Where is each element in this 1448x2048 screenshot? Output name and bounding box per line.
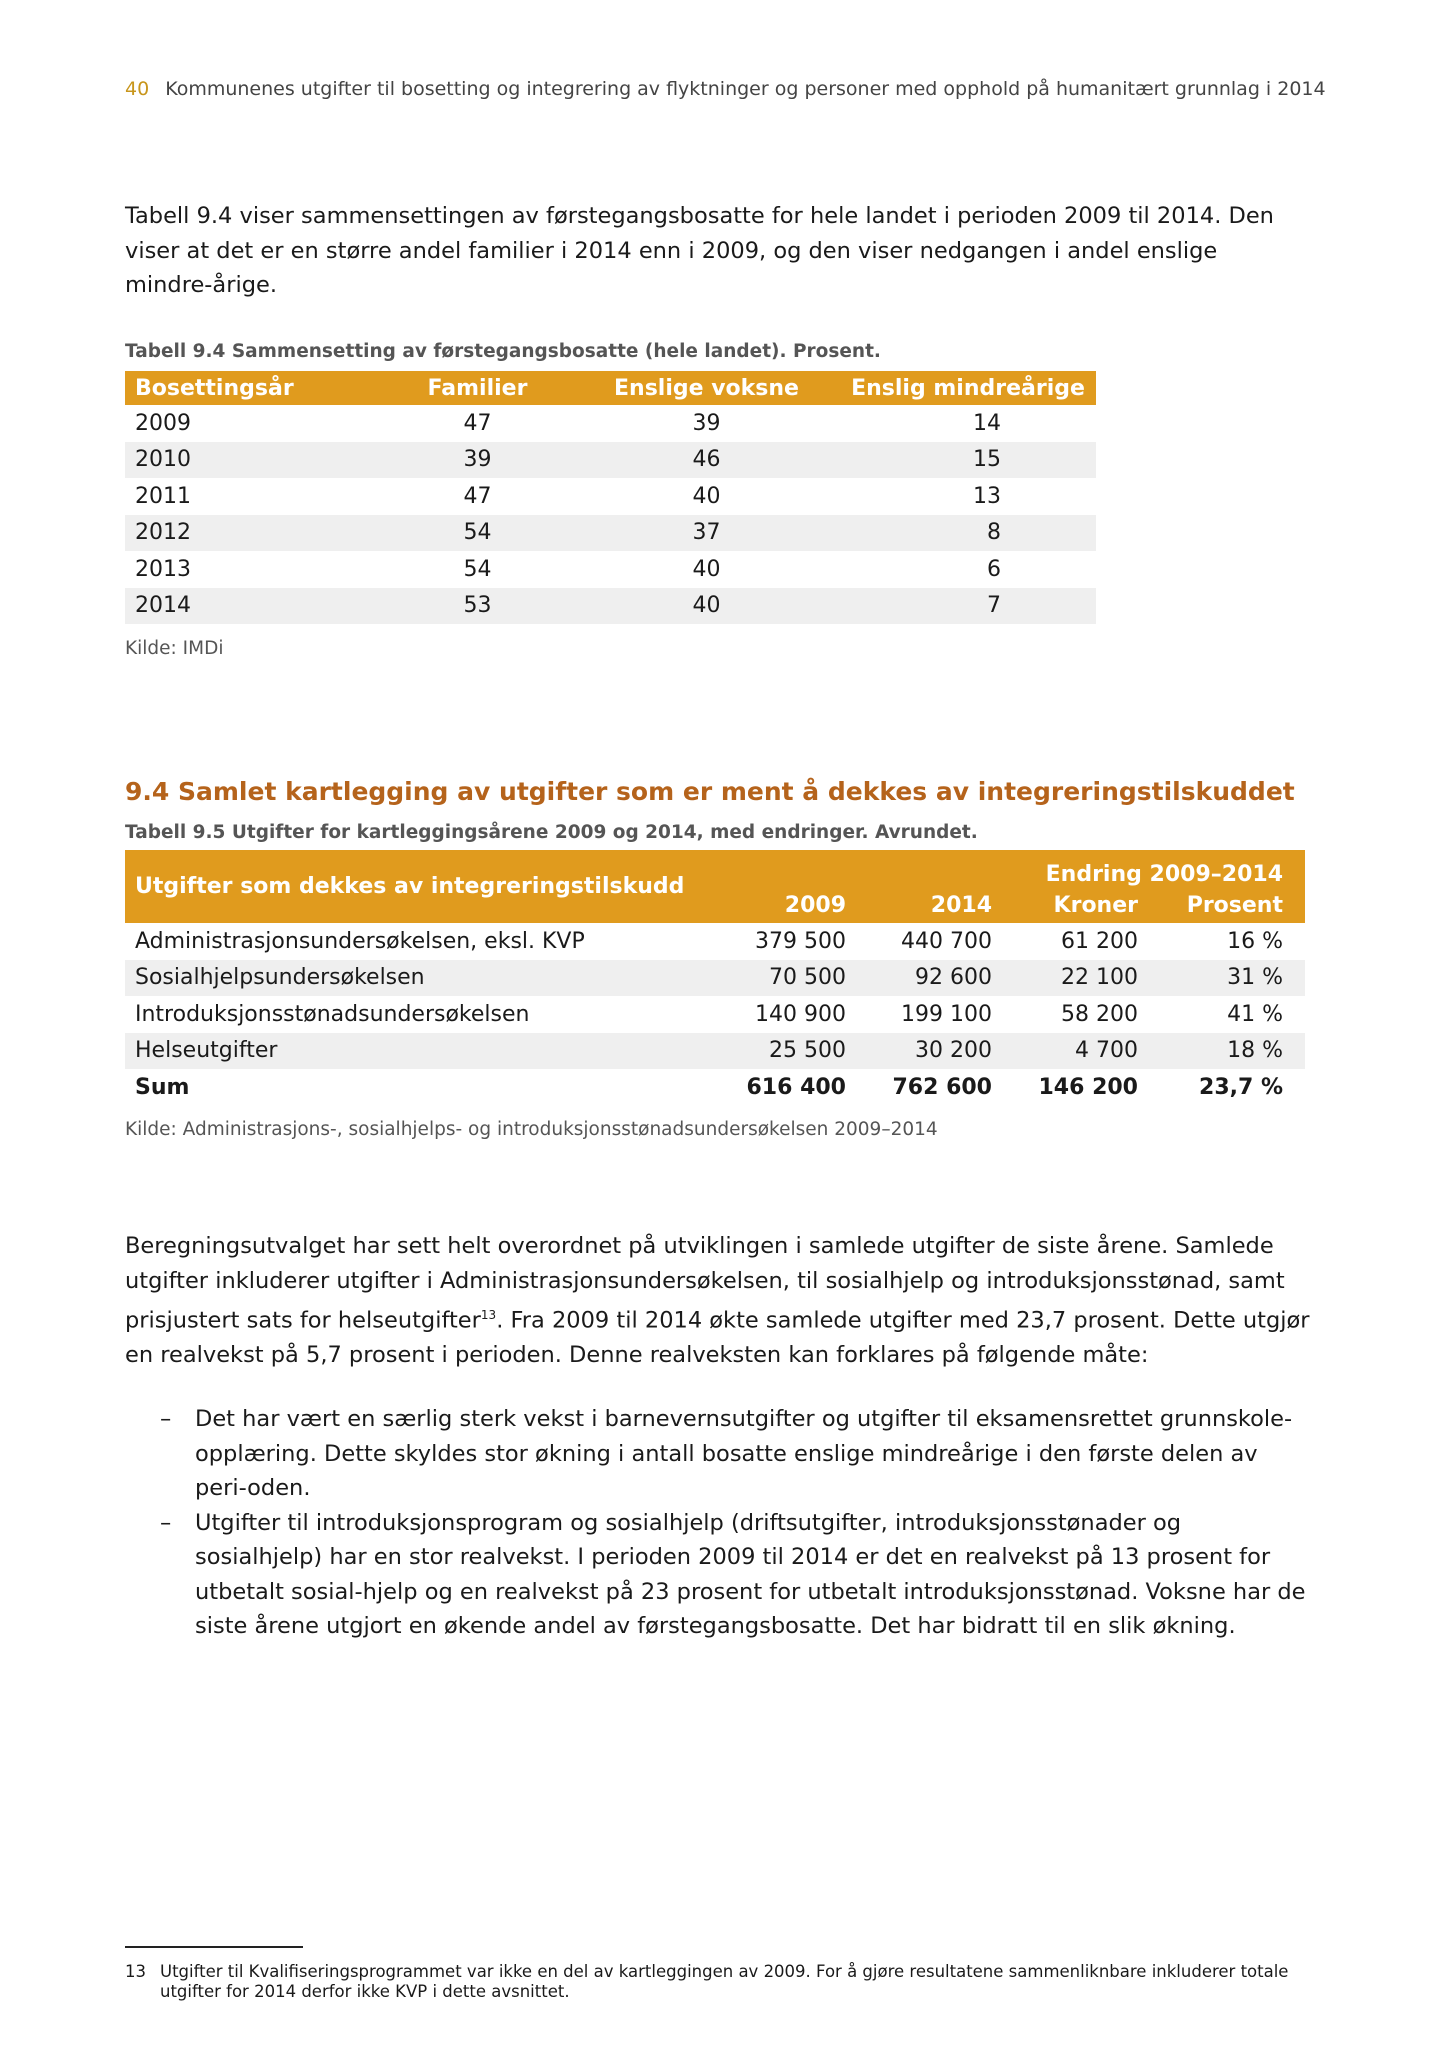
list-item-text: Det har vært en særlig sterk vekst i bar… [195, 1406, 1293, 1501]
footnote: 13 Utgifter til Kvalifiseringsprogrammet … [125, 1962, 1310, 2002]
text: . Fra 2009 til 2014 økte samlede utgifte… [125, 1307, 1310, 1369]
table-row: Helseutgifter 25 500 30 200 4 700 18 % [125, 1032, 1305, 1069]
table-cell: 2009 [135, 410, 191, 436]
table-cell: 54 [382, 514, 573, 551]
intro-paragraph: Tabell 9.4 viser sammensettingen av førs… [125, 203, 1274, 298]
table-row: Introduksjonsstønadsundersøkelsen 140 900… [125, 996, 1305, 1033]
table-cell: 39 [382, 441, 573, 478]
table-9-5: Utgifter som dekkes av integreringstilsk… [125, 850, 1305, 1106]
table-cell: 2014 [125, 587, 382, 624]
table-cell: 140 900 [755, 1001, 846, 1027]
table-cell: 440 700 [901, 928, 992, 954]
table2-caption: Tabell 9.5 Utgifter for kartleggingsåren… [125, 822, 978, 843]
col-header: Familier [382, 371, 573, 405]
table-cell: 53 [382, 587, 573, 624]
list-item: – Det har vært en særlig sterk vekst i ba… [125, 1402, 1310, 1506]
table-cell: Introduksjonsstønadsundersøkelsen [135, 1001, 530, 1027]
table-cell: 8 [840, 514, 1096, 551]
col-header: 2014 [856, 887, 1002, 923]
table-cell: 18 % [1148, 1032, 1305, 1069]
table-cell: 25 500 [710, 1032, 856, 1069]
table-cell: 40 [692, 483, 721, 509]
table-cell: 14 [973, 410, 1001, 436]
table2-source: Kilde: Administrasjons-, sosialhjelps- o… [125, 1119, 938, 1140]
bullet-list: – Det har vært en særlig sterk vekst i ba… [125, 1402, 1310, 1644]
table-cell: 47 [463, 483, 492, 509]
table-cell: 39 [692, 410, 721, 436]
table-row: 2010 39 46 15 [125, 441, 1096, 478]
table-cell: 40 [692, 556, 721, 582]
section-heading: 9.4 Samlet kartlegging av utgifter som e… [125, 777, 1295, 806]
table-row: 2014 53 40 7 [125, 587, 1096, 624]
table-cell: 13 [973, 483, 1001, 509]
col-header: Bosettingsår [125, 371, 382, 405]
table-cell: 16 % [1227, 928, 1283, 954]
table-cell: 61 200 [1061, 928, 1138, 954]
table-row: Sosialhjelpsundersøkelsen 70 500 92 600 22 … [125, 959, 1305, 996]
table-cell: 6 [987, 556, 1001, 582]
col-header: 2009 [710, 887, 856, 923]
col-header: Prosent [1148, 887, 1305, 923]
col-header-label: Utgifter som dekkes av integreringstilsk… [125, 850, 710, 923]
body-paragraph: Beregningsutvalget har sett helt overord… [125, 1229, 1310, 1373]
table-cell: 22 100 [1002, 959, 1148, 996]
footnote-divider [125, 1946, 303, 1948]
table-cell: 47 [463, 410, 492, 436]
table-cell: 40 [573, 587, 840, 624]
table-cell: 70 500 [710, 959, 856, 996]
table-cell: 762 600 [892, 1074, 992, 1100]
table-cell: 2011 [135, 483, 191, 509]
table1-caption: Tabell 9.4 Sammensetting av førstegangsb… [125, 341, 881, 362]
table-cell: 2013 [135, 556, 191, 582]
table-row: Administrasjonsundersøkelsen, eksl. KVP 3… [125, 923, 1305, 960]
table-row: 2009 47 39 14 [125, 405, 1096, 442]
table-cell: 2010 [125, 441, 382, 478]
table-row: 2011 47 40 13 [125, 478, 1096, 515]
table-cell: 4 700 [1002, 1032, 1148, 1069]
col-header: Kroner [1002, 887, 1148, 923]
table-cell: 41 % [1227, 1001, 1283, 1027]
table-row: 2013 54 40 6 [125, 551, 1096, 588]
sum-row: Sum 616 400 762 600 146 200 23,7 % [125, 1069, 1305, 1106]
table-cell: Helseutgifter [125, 1032, 710, 1069]
table-cell: 7 [840, 587, 1096, 624]
running-header: 40 Kommunenes utgifter til bosetting og i… [125, 78, 1326, 100]
table-cell: Administrasjonsundersøkelsen, eksl. KVP [135, 928, 585, 954]
table-cell: 146 200 [1038, 1074, 1138, 1100]
col-group-header: Endring 2009–2014 [1002, 850, 1305, 887]
text: Beregningsutvalget har sett helt overord… [125, 1233, 1285, 1334]
table-cell: 379 500 [755, 928, 846, 954]
table-cell: Sum [135, 1074, 190, 1100]
table-cell: 31 % [1148, 959, 1305, 996]
table-row: 2012 54 37 8 [125, 514, 1096, 551]
table-cell: 58 200 [1061, 1001, 1138, 1027]
dash-marker: – [160, 1509, 172, 1536]
table-cell: 54 [463, 556, 492, 582]
list-item: – Utgifter til introduksjonsprogram og so… [125, 1506, 1310, 1644]
col-header: Enslige voksne [573, 371, 840, 405]
table-cell: 23,7 % [1199, 1074, 1283, 1100]
footnote-number: 13 [125, 1962, 146, 1981]
table-cell: 2012 [125, 514, 382, 551]
table-cell: 37 [573, 514, 840, 551]
table-cell: 46 [573, 441, 840, 478]
page-number: 40 [125, 78, 150, 100]
table-cell: Sosialhjelpsundersøkelsen [125, 959, 710, 996]
footnote-text: Utgifter til Kvalifiseringsprogrammet va… [160, 1962, 1289, 2001]
list-item-text: Utgifter til introduksjonsprogram og sos… [195, 1509, 1306, 1640]
table-cell: 199 100 [901, 1001, 992, 1027]
table-cell: 30 200 [856, 1032, 1002, 1069]
running-title: Kommunenes utgifter til bosetting og int… [165, 78, 1326, 100]
footnote-ref: 13 [480, 1308, 497, 1322]
col-header: Enslig mindreårige [840, 371, 1096, 405]
table1-source: Kilde: IMDi [125, 638, 224, 659]
dash-marker: – [160, 1406, 172, 1432]
table-cell: 15 [840, 441, 1096, 478]
table-9-4: Bosettingsår Familier Enslige voksne Ens… [125, 371, 1096, 624]
table-cell: 92 600 [856, 959, 1002, 996]
table-cell: 616 400 [746, 1074, 846, 1100]
